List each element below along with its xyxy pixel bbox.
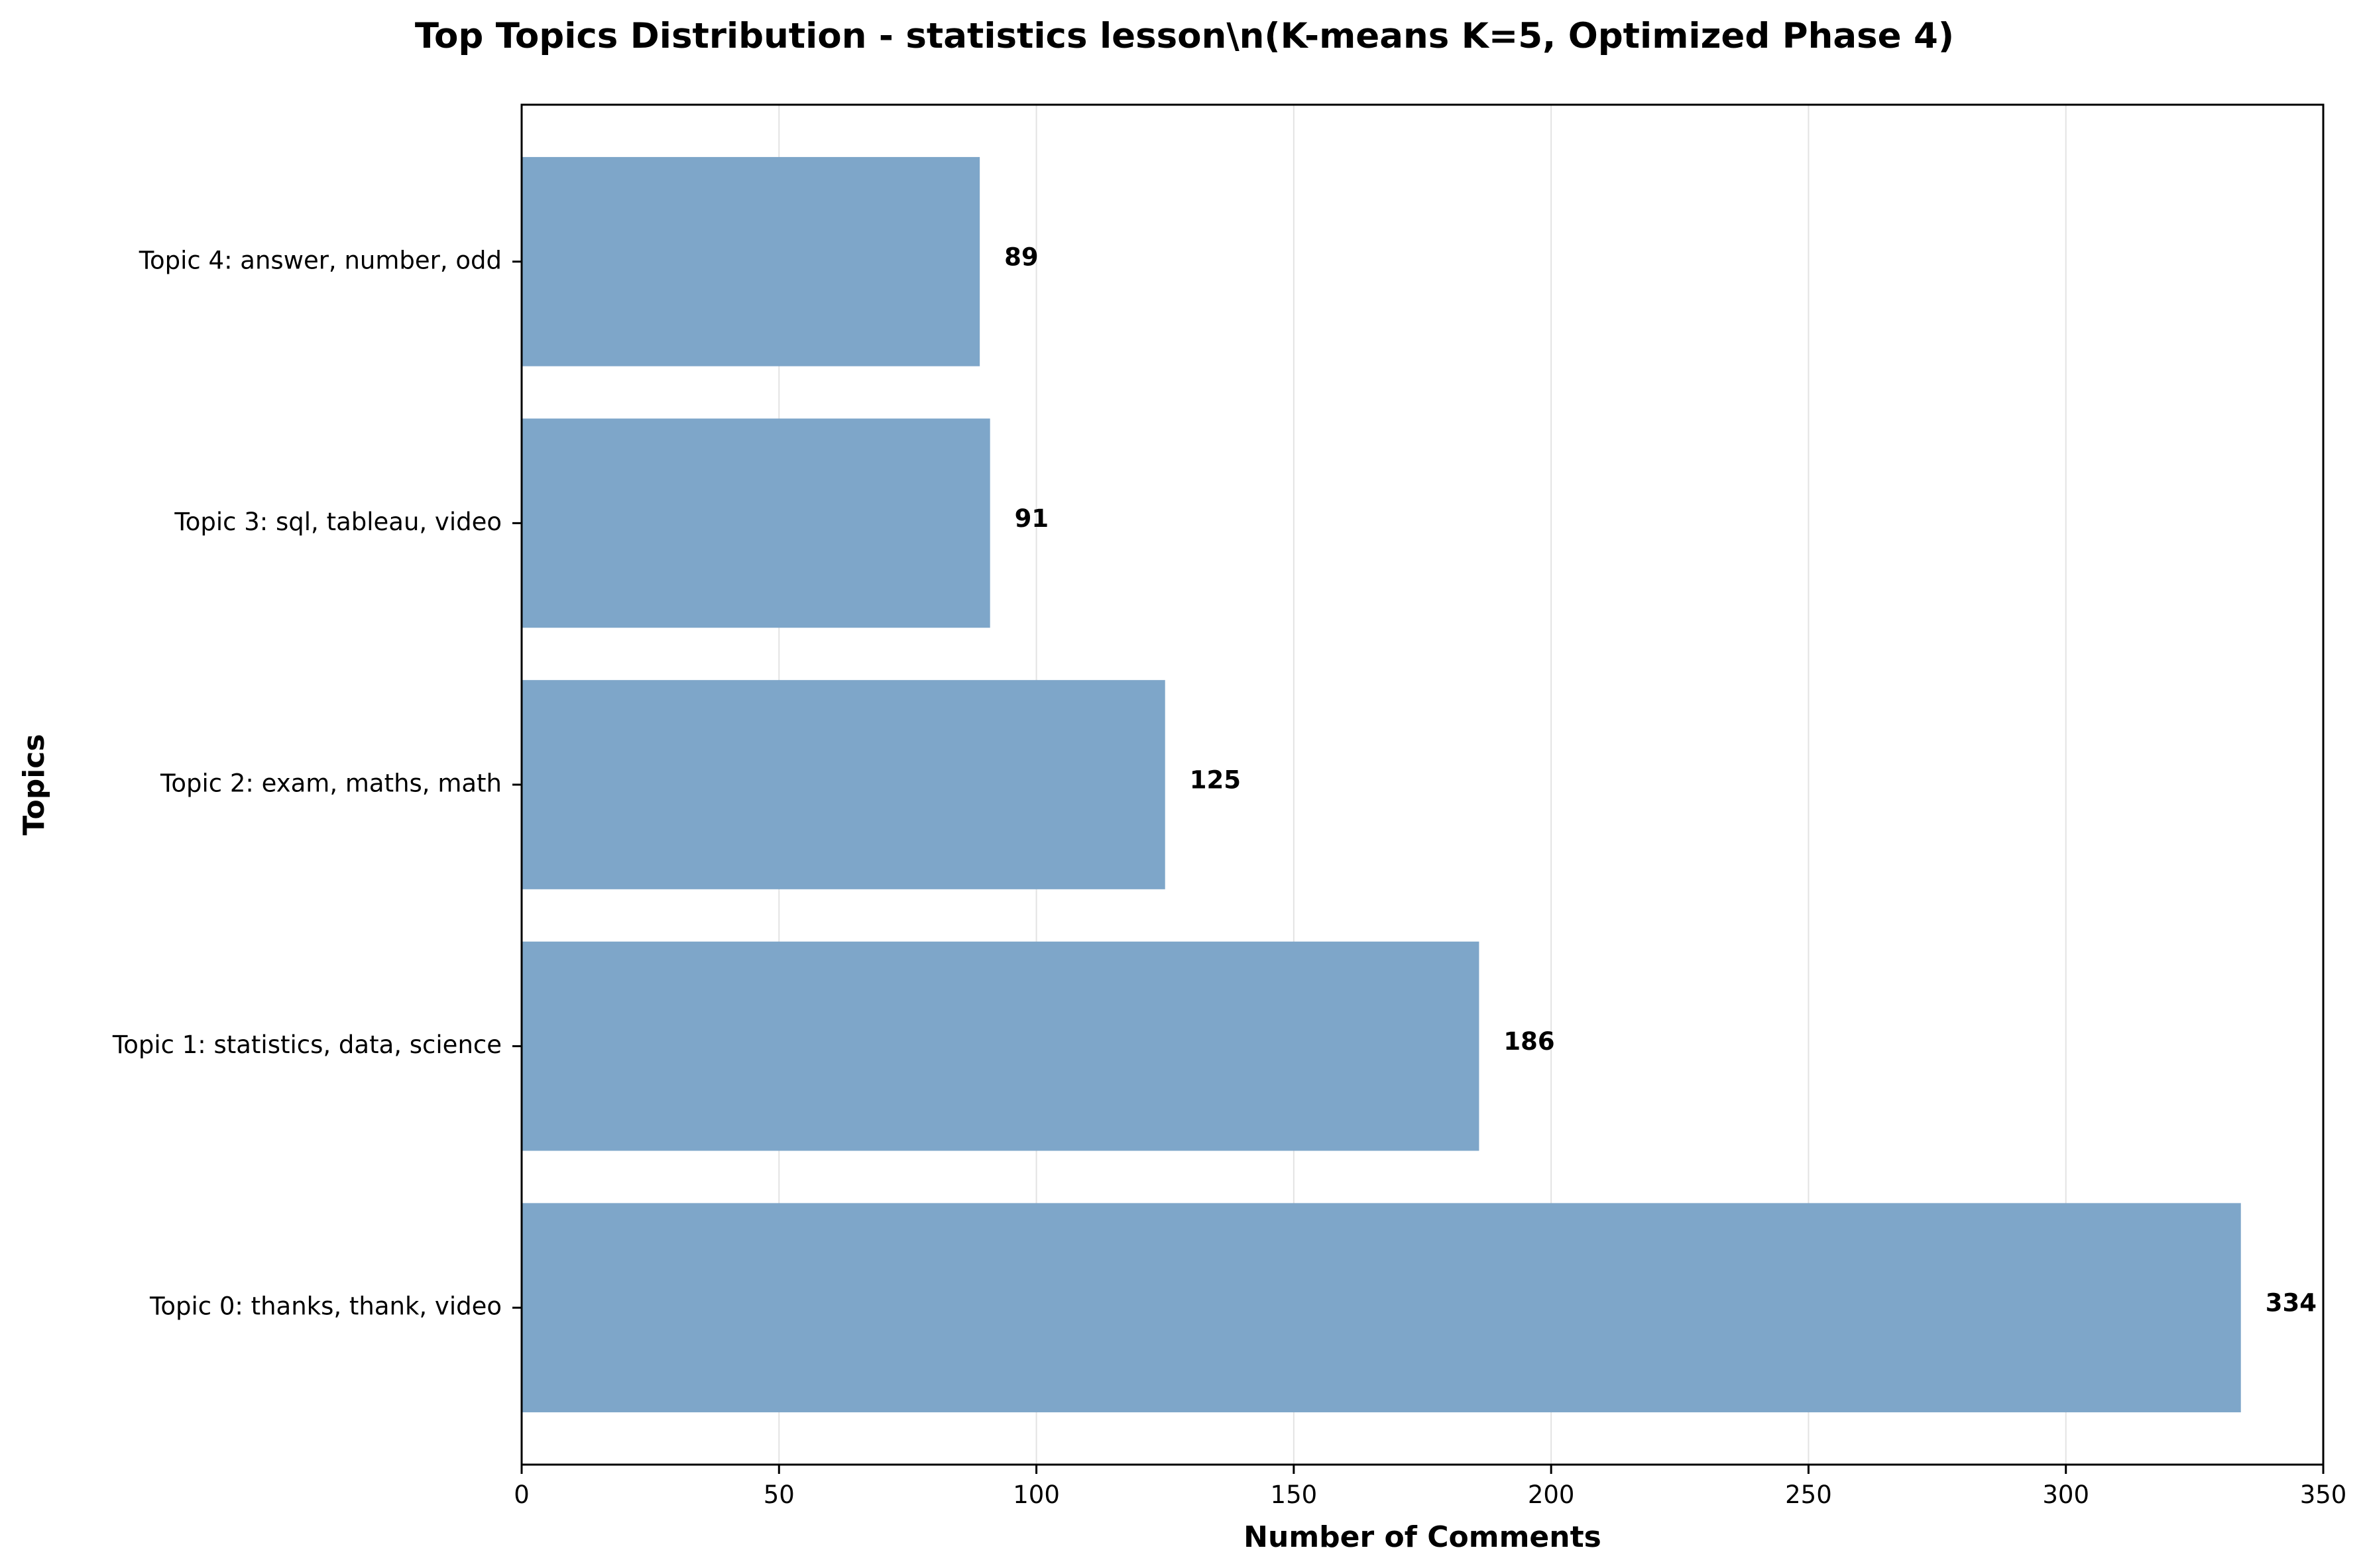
- bar: [522, 941, 1479, 1151]
- chart-title: Top Topics Distribution - statistics les…: [415, 16, 1954, 56]
- bar: [522, 156, 980, 366]
- bar: [522, 680, 1165, 889]
- x-tick-label: 150: [1271, 1481, 1318, 1509]
- x-tick-label: 300: [2042, 1481, 2089, 1509]
- data-label: 125: [1190, 766, 1241, 795]
- x-tick-label: 0: [514, 1481, 530, 1509]
- x-tick-label: 250: [1785, 1481, 1832, 1509]
- y-tick-label: Topic 2: exam, maths, math: [160, 769, 502, 798]
- x-axis-label: Number of Comments: [1243, 1520, 1601, 1554]
- x-tick-label: 100: [1013, 1481, 1060, 1509]
- bar: [522, 418, 990, 628]
- y-tick-label: Topic 4: answer, number, odd: [139, 246, 502, 274]
- x-tick-label: 50: [764, 1481, 795, 1509]
- data-label: 91: [1015, 504, 1049, 533]
- data-labels: 334 186 125 91 89: [1004, 243, 2317, 1317]
- x-axis-ticks: 0 50 100 150 200 250 300 350: [514, 1465, 2346, 1509]
- data-label: 89: [1004, 243, 1039, 271]
- x-tick-label: 200: [1528, 1481, 1575, 1509]
- data-label: 334: [2266, 1289, 2317, 1317]
- bar: [522, 1203, 2241, 1413]
- y-tick-label: Topic 3: sql, tableau, video: [174, 508, 502, 536]
- y-axis-label: Topics: [17, 734, 51, 835]
- x-tick-label: 350: [2300, 1481, 2347, 1509]
- y-tick-label: Topic 0: thanks, thank, video: [149, 1292, 502, 1321]
- data-label: 186: [1503, 1027, 1554, 1056]
- y-tick-label: Topic 1: statistics, data, science: [112, 1031, 502, 1059]
- bars: [522, 156, 2241, 1413]
- y-axis-ticks: Topic 0: thanks, thank, video Topic 1: st…: [112, 246, 522, 1321]
